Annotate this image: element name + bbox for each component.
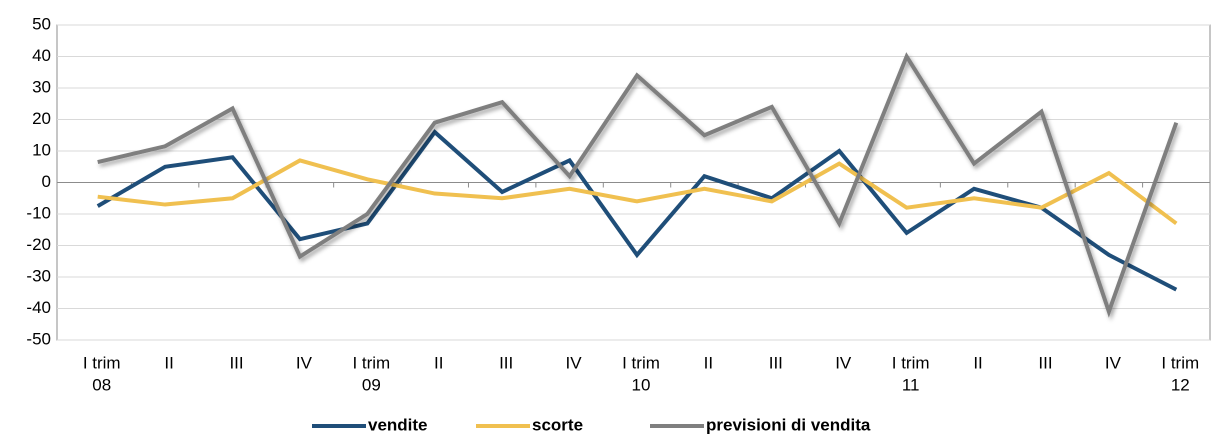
x-tick-label: II	[164, 353, 173, 372]
x-tick-label: 12	[1171, 375, 1190, 394]
y-tick-label: 30	[32, 77, 51, 96]
x-tick-label: 11	[902, 375, 920, 394]
legend-label: previsioni di vendita	[706, 415, 871, 434]
x-tick-label: 10	[632, 375, 651, 394]
y-tick-label: 50	[32, 14, 51, 33]
y-tick-label: 0	[42, 172, 51, 191]
y-tick-label: -40	[26, 298, 51, 317]
x-tick-label: 08	[92, 375, 111, 394]
x-tick-label: I trim	[83, 353, 121, 372]
x-tick-label: IV	[835, 353, 852, 372]
y-tick-label: -30	[26, 266, 51, 285]
x-tick-label: II	[704, 353, 713, 372]
y-tick-label: 40	[32, 46, 51, 65]
x-tick-label: II	[434, 353, 443, 372]
line-series	[97, 52, 1179, 318]
y-tick-label: -10	[26, 203, 51, 222]
y-tick-label: -20	[26, 235, 51, 254]
x-tick-label: II	[973, 353, 982, 372]
x-tick-label: III	[229, 353, 243, 372]
y-tick-label: -50	[26, 329, 51, 348]
x-tick-label: 09	[362, 375, 381, 394]
x-tick-label: I trim	[622, 353, 660, 372]
y-tick-label: 20	[32, 109, 51, 128]
x-tick-label: III	[499, 353, 513, 372]
x-tick-label: IV	[566, 353, 583, 372]
x-tick-label: I trim	[1161, 353, 1199, 372]
line-series	[96, 129, 1178, 292]
x-tick-label: I trim	[892, 353, 930, 372]
x-tick-label: IV	[296, 353, 313, 372]
legend-label: scorte	[532, 415, 583, 434]
y-tick-label: 10	[32, 140, 51, 159]
x-tick-label: III	[1038, 353, 1052, 372]
x-tick-label: I trim	[352, 353, 390, 372]
x-tick-label: IV	[1105, 353, 1122, 372]
line-series	[97, 158, 1178, 226]
legend-label: vendite	[368, 415, 428, 434]
x-tick-label: III	[769, 353, 783, 372]
